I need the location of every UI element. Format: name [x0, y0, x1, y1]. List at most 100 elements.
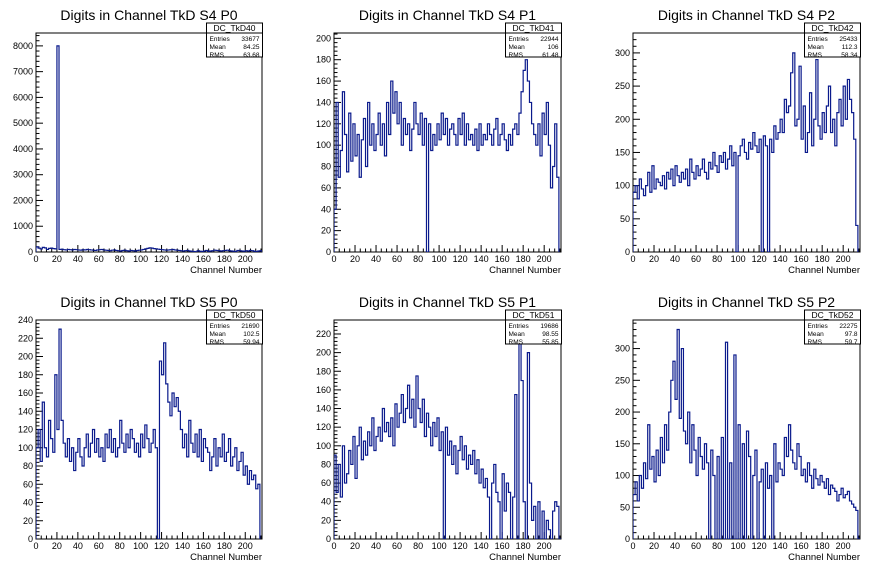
- y-tick-label: 100: [316, 140, 331, 150]
- y-tick-label: 80: [23, 461, 33, 471]
- stats-key: Entries: [210, 36, 231, 43]
- y-tick-label: 300: [615, 48, 630, 58]
- y-tick-label: 160: [316, 76, 331, 86]
- stats-box: DC_TkD51 Entries 19686 Mean 98.55 RMS 55.85: [505, 309, 562, 346]
- stats-key: Mean: [210, 44, 227, 51]
- x-axis-label: Channel Number: [190, 265, 262, 276]
- y-tick-label: 150: [615, 147, 630, 157]
- stats-name: DC_TkD50: [213, 310, 255, 320]
- chart-title: Digits in Channel TkD S4 P0: [60, 7, 237, 23]
- stats-value: 98.55: [542, 331, 559, 338]
- y-tick-label: 140: [316, 97, 331, 107]
- y-tick-label: 2000: [13, 195, 33, 205]
- x-tick-label: 180: [815, 541, 830, 551]
- stats-key: Entries: [808, 323, 829, 330]
- stats-key: Entries: [509, 36, 530, 43]
- y-tick-label: 180: [316, 55, 331, 65]
- stats-name: DC_TkD40: [213, 23, 255, 33]
- x-tick-label: 200: [238, 254, 253, 264]
- stats-value: 112.3: [842, 44, 858, 51]
- y-tick-label: 50: [620, 502, 630, 512]
- y-tick-label: 250: [615, 81, 630, 91]
- x-tick-label: 120: [453, 541, 468, 551]
- x-tick-label: 20: [52, 254, 62, 264]
- y-tick-label: 140: [316, 404, 331, 414]
- chart-panel-s4-p1: Digits in Channel TkD S4 P1 0 20 40 60 80 100 1…: [298, 0, 597, 287]
- stats-name: DC_TkD41: [512, 23, 554, 33]
- stats-key: Mean: [509, 331, 526, 338]
- x-tick-label: 180: [217, 254, 232, 264]
- stats-value: 61.48: [542, 52, 559, 59]
- x-tick-label: 40: [670, 541, 680, 551]
- x-tick-label: 60: [392, 541, 402, 551]
- stats-box-frame: [804, 22, 861, 58]
- x-tick-label: 140: [773, 541, 788, 551]
- x-tick-label: 20: [350, 541, 360, 551]
- x-tick-label: 160: [196, 254, 211, 264]
- stats-key: RMS: [509, 339, 524, 346]
- x-tick-label: 180: [516, 541, 531, 551]
- plot-frame: [35, 32, 263, 253]
- x-tick-label: 100: [133, 541, 148, 551]
- x-axis-label: Channel Number: [489, 265, 561, 276]
- y-tick-label: 20: [321, 226, 331, 236]
- histogram-series: [36, 328, 261, 539]
- x-tick-label: 120: [752, 254, 767, 264]
- y-tick-label: 250: [615, 375, 630, 385]
- x-tick-label: 20: [649, 254, 659, 264]
- x-tick-label: 140: [175, 541, 190, 551]
- stats-value: 102.5: [243, 331, 260, 338]
- chart-title: Digits in Channel TkD S5 P1: [359, 294, 536, 310]
- x-axis-label: Channel Number: [190, 552, 262, 563]
- stats-box-frame: [206, 22, 263, 58]
- x-tick-label: 180: [815, 254, 830, 264]
- x-tick-label: 80: [115, 254, 125, 264]
- chart-title: Digits in Channel TkD S4 P2: [658, 7, 835, 23]
- x-tick-label: 200: [537, 254, 552, 264]
- y-tick-label: 180: [316, 366, 331, 376]
- x-tick-label: 80: [413, 541, 423, 551]
- x-tick-label: 200: [537, 541, 552, 551]
- stats-value: 21690: [241, 323, 259, 330]
- stats-key: Mean: [808, 44, 825, 51]
- stats-value: 19686: [540, 323, 558, 330]
- stats-value: 22944: [540, 36, 558, 43]
- chart-svg: Digits in Channel TkD S5 P2 0 20 40 60 80 100 1…: [615, 294, 861, 563]
- stats-value: 58.34: [841, 52, 858, 59]
- y-tick-label: 20: [321, 515, 331, 525]
- x-tick-label: 160: [495, 254, 510, 264]
- stats-value: 84.25: [243, 44, 260, 51]
- chart-svg: Digits in Channel TkD S4 P0 0 20 40 60 80 100 1…: [13, 7, 263, 276]
- x-tick-label: 40: [670, 254, 680, 264]
- stats-key: RMS: [808, 52, 823, 59]
- y-tick-label: 100: [615, 471, 630, 481]
- chart-panel-s5-p2: Digits in Channel TkD S5 P2 0 20 40 60 80 100 1…: [597, 287, 896, 574]
- y-tick-label: 120: [316, 119, 331, 129]
- stats-name: DC_TkD42: [811, 23, 853, 33]
- stats-box: DC_TkD40 Entries 33677 Mean 84.25 RMS 63.68: [206, 22, 263, 59]
- y-tick-label: 120: [316, 422, 331, 432]
- x-tick-label: 160: [196, 541, 211, 551]
- chart-svg: Digits in Channel TkD S5 P1 0 20 40 60 80 100 1…: [316, 294, 562, 563]
- y-tick-label: 40: [321, 204, 331, 214]
- x-tick-label: 60: [691, 541, 701, 551]
- y-tick-label: 80: [321, 459, 331, 469]
- chart-panel-s4-p2: Digits in Channel TkD S4 P2 0 20 40 60 80 100 1…: [597, 0, 896, 287]
- y-tick-label: 6000: [13, 92, 33, 102]
- x-tick-label: 100: [731, 541, 746, 551]
- stats-box-frame: [206, 309, 263, 345]
- y-tick-label: 3000: [13, 170, 33, 180]
- stats-box: DC_TkD41 Entries 22944 Mean 106 RMS 61.48: [505, 22, 562, 59]
- y-tick-label: 200: [615, 407, 630, 417]
- y-tick-label: 0: [28, 534, 33, 544]
- x-tick-label: 100: [731, 254, 746, 264]
- stats-name: DC_TkD52: [811, 310, 853, 320]
- stats-value: 59.94: [243, 339, 260, 346]
- x-tick-label: 140: [773, 254, 788, 264]
- stats-key: Mean: [808, 331, 825, 338]
- x-tick-label: 200: [238, 541, 253, 551]
- stats-key: RMS: [509, 52, 524, 59]
- chart-panel-s4-p0: Digits in Channel TkD S4 P0 0 20 40 60 80 100 1…: [0, 0, 298, 287]
- chart-panel-s5-p0: Digits in Channel TkD S5 P0 0 20 40 60 80 100 1…: [0, 287, 298, 574]
